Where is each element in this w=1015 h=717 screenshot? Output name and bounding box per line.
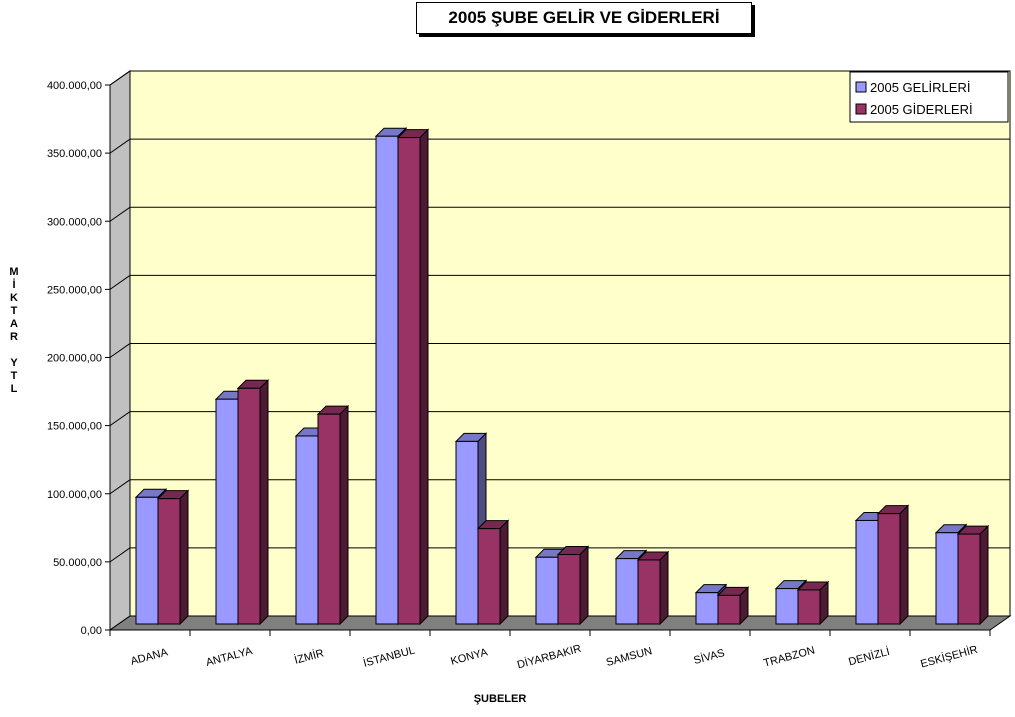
bar-front bbox=[637, 559, 661, 625]
x-tick-label: KONYA bbox=[449, 646, 489, 668]
bar-side bbox=[899, 504, 909, 626]
x-axis-label: ŞUBELER bbox=[473, 693, 527, 705]
y-tick-label: 250.000,00 bbox=[47, 284, 102, 296]
gridline bbox=[109, 479, 1010, 495]
y-tick-label: 350.000,00 bbox=[47, 148, 102, 160]
gridlines bbox=[109, 70, 1010, 563]
bar-front bbox=[935, 532, 959, 625]
legend: 2005 GELİRLERİ 2005 GİDERLERİ bbox=[849, 71, 1009, 123]
gridline bbox=[109, 411, 1010, 427]
y-tick-label: 150.000,00 bbox=[47, 421, 102, 433]
gridline bbox=[109, 343, 1010, 358]
bar-side bbox=[499, 519, 509, 626]
bar-side bbox=[979, 524, 989, 626]
gridline bbox=[109, 70, 1010, 86]
bar bbox=[156, 489, 190, 626]
bar-side bbox=[819, 580, 829, 626]
gridline bbox=[109, 206, 1010, 222]
bar-side bbox=[179, 489, 189, 626]
bar bbox=[956, 524, 990, 626]
bar-front bbox=[237, 387, 261, 625]
bar-front bbox=[135, 496, 159, 625]
y-tick-label: 50.000,00 bbox=[53, 557, 102, 569]
bar-front bbox=[775, 588, 799, 625]
x-tick-label: DENİZLİ bbox=[847, 645, 891, 668]
bar-side bbox=[419, 128, 429, 626]
bar-front bbox=[397, 137, 421, 625]
bar bbox=[316, 404, 350, 626]
bar-front bbox=[375, 135, 399, 625]
bar-front bbox=[317, 413, 341, 625]
bar-front bbox=[695, 592, 719, 625]
bar-side bbox=[259, 379, 269, 626]
legend-box bbox=[849, 71, 1009, 123]
bar-side bbox=[659, 550, 669, 626]
x-tick-label: SİVAS bbox=[692, 646, 726, 667]
x-tick-label: ESKİŞEHİR bbox=[919, 643, 979, 671]
y-tick-label: 400.000,00 bbox=[47, 80, 102, 92]
bar-front bbox=[215, 398, 239, 625]
bar-front bbox=[477, 528, 501, 625]
y-tick-label: 300.000,00 bbox=[47, 216, 102, 228]
bar-front bbox=[797, 589, 821, 625]
y-axis-label: M İ K T A R Y T L bbox=[9, 266, 19, 395]
gridline bbox=[109, 138, 1010, 154]
x-tick-label: TRABZON bbox=[762, 644, 816, 669]
bar bbox=[716, 586, 750, 626]
y-tick-label: 200.000,00 bbox=[47, 353, 102, 365]
x-tick-label: İZMİR bbox=[293, 646, 325, 666]
bar-front bbox=[877, 513, 901, 625]
bar-side bbox=[339, 404, 349, 626]
x-tick-label: İSTANBUL bbox=[362, 643, 417, 669]
bar-front bbox=[717, 594, 741, 625]
legend-swatch bbox=[855, 81, 867, 93]
bar-front bbox=[455, 440, 479, 625]
y-tick-label: 100.000,00 bbox=[47, 489, 102, 501]
x-tick-label: ANTALYA bbox=[205, 645, 255, 669]
bar bbox=[236, 379, 270, 626]
bar bbox=[476, 519, 510, 626]
gridline bbox=[109, 547, 1010, 563]
x-tick-label: DİYARBAKIR bbox=[516, 642, 583, 672]
x-axis-ticks: ADANA ANTALYA İZMİR İSTANBUL KONYA DİYARBAKIR… bbox=[109, 629, 991, 672]
bar bbox=[556, 545, 590, 626]
x-tick-label: ADANA bbox=[129, 646, 169, 668]
bar bbox=[796, 580, 830, 626]
bar bbox=[396, 128, 430, 626]
gridline bbox=[109, 274, 1010, 290]
legend-swatch bbox=[855, 103, 867, 115]
legend-entry: 2005 GİDERLERİ bbox=[870, 102, 973, 117]
bar-front bbox=[535, 556, 559, 625]
bar bbox=[636, 550, 670, 626]
bar-front bbox=[557, 554, 581, 625]
bars bbox=[134, 127, 990, 626]
bar-front bbox=[615, 558, 639, 625]
chart-title: 2005 ŞUBE GELİR VE GİDERLERİ bbox=[416, 2, 752, 34]
y-axis-ticks: 0,00 50.000,00 100.000,00 150.000,00 200.000… bbox=[47, 80, 111, 637]
bar-front bbox=[295, 435, 319, 625]
bar bbox=[876, 504, 910, 626]
bar-front bbox=[157, 498, 181, 625]
bar-front bbox=[957, 533, 981, 625]
x-tick-label: SAMSUN bbox=[605, 645, 654, 669]
legend-entry: 2005 GELİRLERİ bbox=[870, 80, 970, 95]
bar-side bbox=[579, 545, 589, 626]
y-tick-label: 0,00 bbox=[81, 625, 102, 637]
bar-front bbox=[855, 519, 879, 625]
